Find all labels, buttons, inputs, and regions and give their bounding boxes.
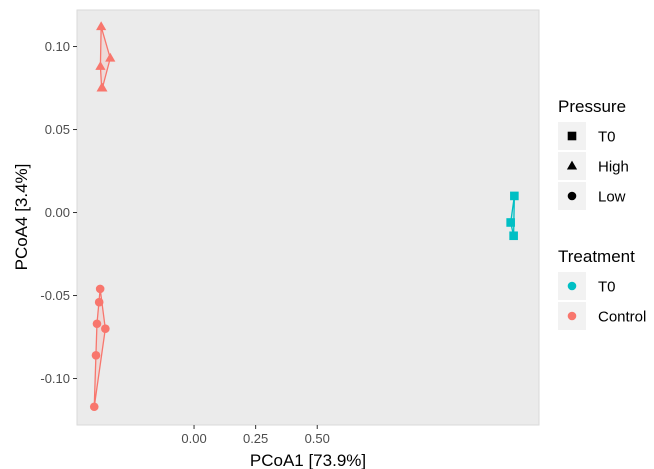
y-tick-label: 0.10 [45, 39, 70, 54]
x-tick-label: 0.50 [305, 431, 330, 446]
point-low-2 [92, 319, 102, 329]
legend-swatch-t0 [567, 281, 577, 291]
point-low-1 [94, 297, 104, 307]
legend-title-treatment: Treatment [558, 247, 635, 266]
legend-label: Control [598, 309, 646, 326]
y-axis: -0.10 -0.05 0.00 0.05 0.10 [40, 39, 77, 386]
legend-symbol-triangle [566, 160, 578, 170]
point-high-1 [95, 61, 106, 70]
x-axis: 0.00 0.25 0.50 [181, 425, 330, 446]
y-tick-label: -0.10 [40, 371, 70, 386]
y-tick-label: -0.05 [40, 288, 70, 303]
y-tick-label: 0.00 [45, 205, 70, 220]
y-tick-label: 0.05 [45, 122, 70, 137]
legend-title-pressure: Pressure [558, 97, 626, 116]
legend-label: Low [598, 189, 626, 206]
point-high-2 [105, 52, 116, 62]
point-t0-2 [509, 231, 518, 241]
point-t0-0 [506, 218, 515, 227]
legend-label: T0 [598, 279, 616, 296]
point-low-0 [95, 284, 105, 294]
legend-label: High [598, 159, 629, 176]
point-t0-1 [510, 191, 519, 201]
point-low-3 [101, 324, 110, 334]
legend-symbol-square [567, 131, 577, 141]
legend-swatch-control [567, 311, 577, 321]
point-high-0 [96, 21, 107, 31]
point-high-4 [97, 82, 108, 92]
y-axis-title: PCoA4 [3.4%] [12, 164, 31, 271]
x-tick-label: 0.00 [181, 431, 206, 446]
point-low-4 [91, 350, 101, 360]
x-tick-label: 0.25 [243, 431, 268, 446]
plot-panel [76, 9, 540, 426]
legend-symbol-circle [567, 191, 577, 201]
legends: Pressure T0 High Low Treatment T0 Control [558, 97, 646, 330]
x-axis-title: PCoA1 [73.9%] [250, 451, 366, 469]
data-points [89, 21, 519, 412]
legend-label: T0 [598, 129, 616, 146]
point-low-5 [89, 402, 99, 412]
